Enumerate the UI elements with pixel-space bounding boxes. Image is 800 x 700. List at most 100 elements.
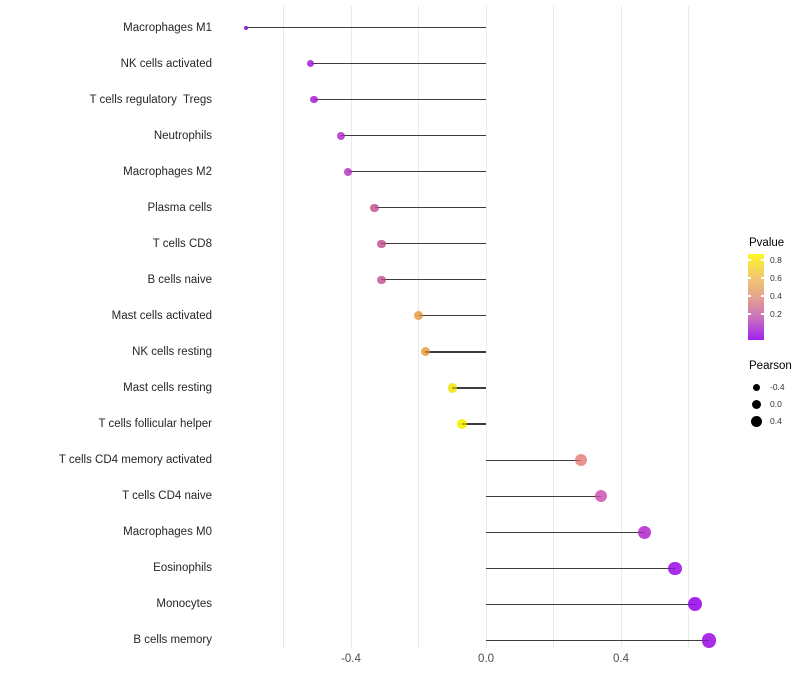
legend-size-dot: [751, 399, 761, 409]
gridline: [620, 6, 622, 648]
colorbar-tick-label: 0.6: [770, 273, 782, 283]
stick-tip: [638, 531, 645, 533]
data-point: [414, 311, 423, 321]
lollipop-stick: [486, 567, 675, 569]
colorbar-tick-mark: [748, 277, 751, 279]
y-axis-label: Mast cells activated: [111, 309, 212, 322]
colorbar-tick-label: 0.4: [770, 291, 782, 301]
legend-size-label: 0.4: [770, 416, 782, 426]
data-point: [343, 167, 352, 176]
lollipop-stick: [486, 603, 696, 605]
data-point: [668, 561, 682, 575]
pearson-legend-title: Pearson: [749, 360, 792, 372]
gridline: [485, 6, 487, 648]
x-tick-label: 0.0: [478, 653, 494, 665]
stick-tip: [668, 567, 675, 569]
lollipop-stick: [310, 62, 486, 65]
stick-tip: [381, 279, 386, 281]
y-axis-label: Plasma cells: [147, 201, 212, 214]
data-point: [307, 60, 314, 68]
stick-tip: [418, 315, 423, 317]
stick-tip: [462, 423, 468, 425]
data-point: [377, 239, 386, 249]
y-axis-label: T cells CD4 memory activated: [58, 454, 212, 467]
y-axis-label: Monocytes: [156, 598, 212, 611]
colorbar-tick-label: 0.2: [770, 309, 782, 319]
stick-tip: [452, 387, 457, 389]
y-axis-label: Neutrophils: [153, 129, 212, 142]
gridline: [688, 6, 689, 648]
data-point: [377, 275, 386, 285]
stick-tip: [688, 603, 696, 605]
y-axis-label: B cells naive: [147, 273, 212, 286]
x-tick-label: -0.4: [341, 653, 361, 665]
colorbar-tick-mark: [748, 295, 751, 297]
legend-size-dot: [750, 415, 762, 427]
data-point: [244, 25, 249, 30]
colorbar-tick-mark: [761, 277, 764, 279]
lollipop-stick: [486, 531, 645, 533]
y-axis-label: Mast cells resting: [123, 382, 212, 394]
gridline: [350, 6, 352, 648]
lollipop-stick: [313, 99, 486, 101]
legend-size-label: -0.4: [770, 382, 785, 392]
data-point: [574, 454, 587, 467]
data-point: [688, 597, 703, 612]
stick-tip: [594, 495, 601, 497]
y-axis-label: Eosinophils: [153, 562, 212, 575]
lollipop-stick: [340, 135, 486, 137]
lollipop-stick: [486, 495, 601, 497]
lollipop-stick: [486, 459, 581, 461]
colorbar-tick-mark: [748, 259, 751, 261]
lollipop-stick: [486, 639, 709, 641]
y-axis-label: Macrophages M1: [123, 21, 212, 34]
colorbar-tick-mark: [761, 313, 764, 315]
y-axis-label: Macrophages M0: [123, 526, 212, 539]
stick-tip: [701, 639, 709, 641]
stick-tip: [246, 26, 249, 29]
lollipop-stick: [381, 243, 486, 245]
stick-tip: [374, 207, 379, 209]
data-point: [701, 633, 716, 648]
y-axis-label: NK cells activated: [120, 57, 212, 70]
data-point: [310, 95, 318, 104]
gridline: [553, 6, 554, 648]
stick-tip: [574, 459, 581, 461]
lollipop-stick: [246, 26, 486, 29]
stick-tip: [340, 135, 345, 137]
stick-tip: [310, 62, 314, 65]
y-axis-label: T cells follicular helper: [98, 418, 212, 431]
stick-tip: [425, 351, 430, 353]
pvalue-legend-title: Pvalue: [749, 237, 785, 249]
colorbar-tick-label: 0.8: [770, 255, 782, 265]
data-point: [336, 131, 345, 140]
y-axis-label: T cells regulatory Tregs: [89, 93, 212, 106]
colorbar-tick-mark: [761, 259, 764, 261]
lollipop-stick: [374, 207, 486, 209]
gridline: [418, 6, 419, 648]
x-tick-label: 0.4: [613, 653, 629, 665]
y-axis-label: T cells CD4 naive: [122, 490, 212, 503]
lollipop-stick: [347, 171, 486, 173]
y-axis-label: B cells memory: [133, 634, 212, 647]
data-point: [638, 525, 652, 539]
data-point: [594, 489, 607, 503]
colorbar-tick-mark: [761, 295, 764, 297]
data-point: [370, 203, 379, 212]
data-point: [447, 383, 457, 393]
lollipop-stick: [425, 351, 486, 353]
data-point: [457, 419, 468, 430]
gridline: [283, 6, 284, 648]
colorbar-tick-mark: [748, 313, 751, 315]
stick-tip: [347, 171, 352, 173]
pvalue-colorbar: [748, 254, 764, 340]
lollipop-stick: [462, 423, 486, 425]
lollipop-stick: [418, 315, 486, 317]
legend-size-dot: [752, 383, 760, 391]
data-point: [420, 347, 430, 357]
legend-size-label: 0.0: [770, 399, 782, 409]
y-axis-label: Macrophages M2: [123, 165, 212, 178]
stick-tip: [381, 243, 386, 245]
lollipop-stick: [452, 387, 486, 389]
